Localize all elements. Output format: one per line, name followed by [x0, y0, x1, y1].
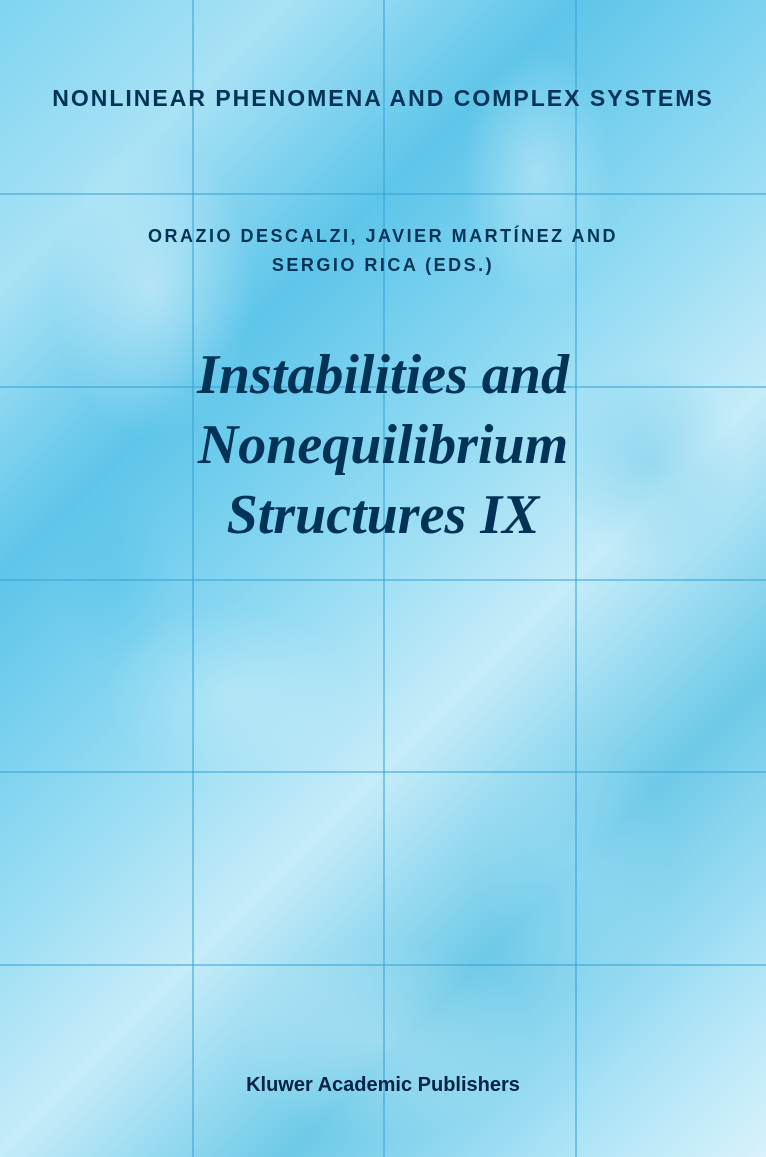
grid-line-vertical	[575, 0, 577, 1157]
grid-line-horizontal	[0, 193, 766, 195]
editors-block: ORAZIO DESCALZI, JAVIER MARTÍNEZ AND SER…	[148, 222, 618, 280]
book-title: Instabilities and Nonequilibrium Structu…	[197, 340, 569, 550]
grid-line-vertical	[383, 0, 385, 1157]
grid-line-horizontal	[0, 964, 766, 966]
title-line-3: Structures IX	[197, 480, 569, 550]
publisher-name: Kluwer Academic Publishers	[0, 1074, 766, 1097]
grid-line-horizontal	[0, 771, 766, 773]
editors-line-2: SERGIO RICA (EDS.)	[148, 251, 618, 280]
editors-line-1: ORAZIO DESCALZI, JAVIER MARTÍNEZ AND	[148, 222, 618, 251]
terrain-texture	[0, 0, 766, 1157]
grid-line-horizontal	[0, 579, 766, 581]
series-title: NONLINEAR PHENOMENA AND COMPLEX SYSTEMS	[52, 85, 714, 112]
title-line-2: Nonequilibrium	[197, 410, 569, 480]
grid-overlay	[0, 0, 766, 1157]
grid-line-vertical	[192, 0, 194, 1157]
book-cover: NONLINEAR PHENOMENA AND COMPLEX SYSTEMS …	[0, 0, 766, 1157]
title-line-1: Instabilities and	[197, 340, 569, 410]
